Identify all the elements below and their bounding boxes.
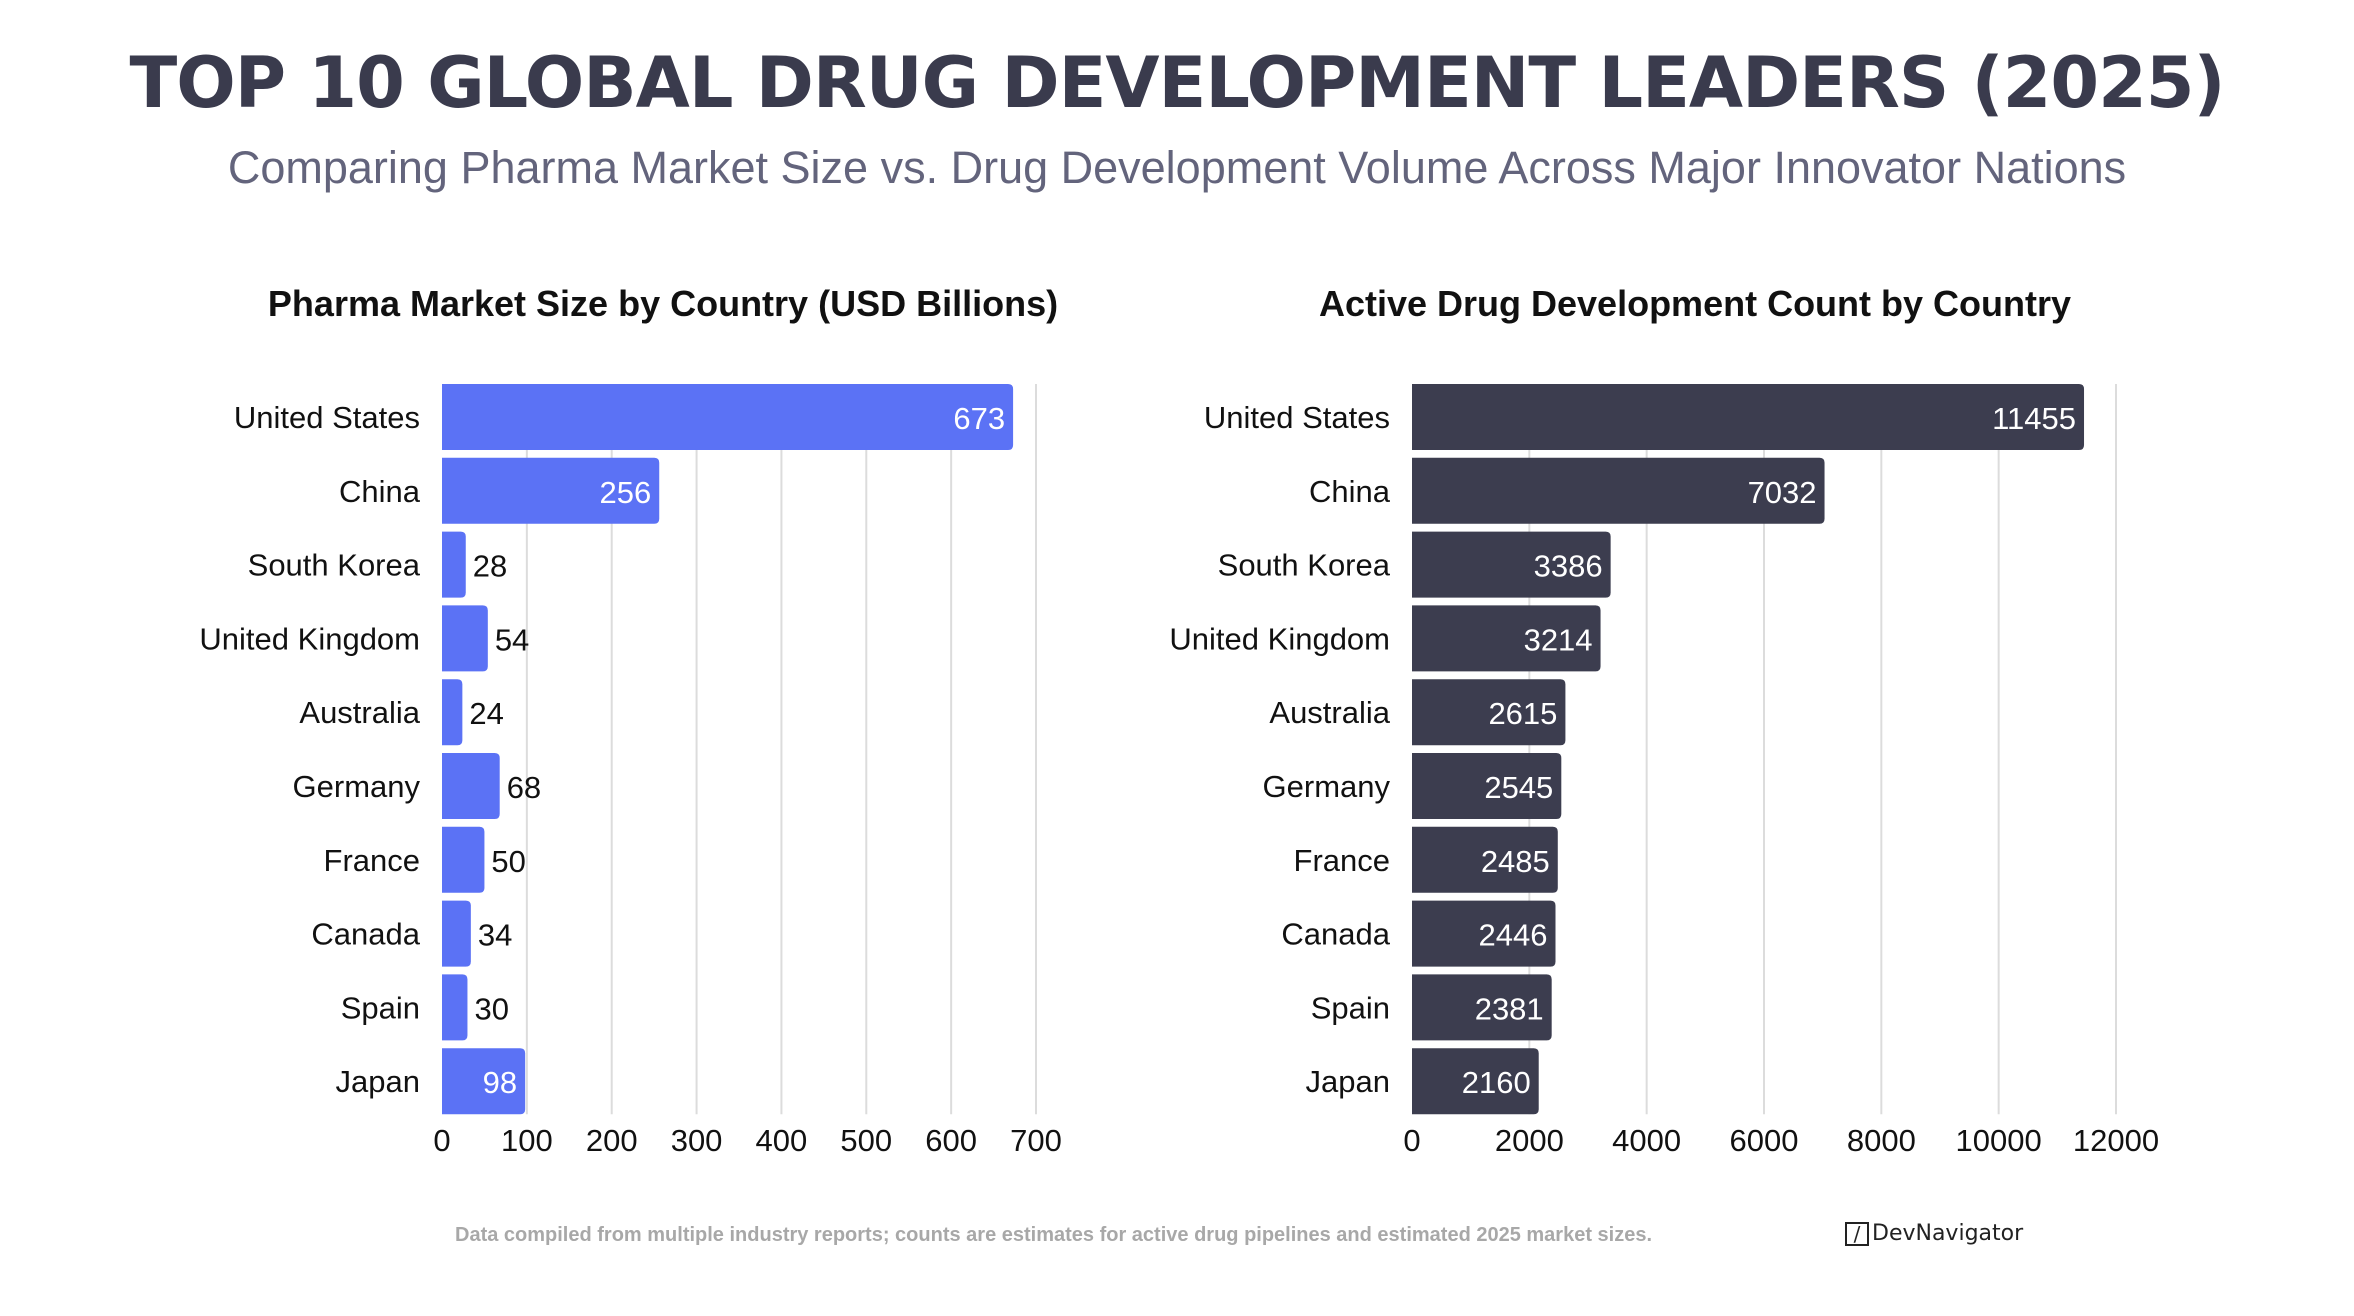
market-size-chart: 0 100 200 300 400 500 600 700 United States 673 Ch… [199, 384, 1062, 1158]
bar [1412, 605, 1601, 672]
data-label: 34 [478, 918, 512, 953]
bar [1412, 531, 1611, 598]
data-label: 3386 [1534, 549, 1603, 584]
bar [442, 605, 488, 672]
bar [442, 900, 471, 967]
bar [1412, 974, 1552, 1041]
category-label: United Kingdom [199, 621, 420, 656]
bar [442, 1048, 526, 1115]
bar [442, 384, 1014, 450]
bar [1412, 826, 1558, 893]
bar [1412, 900, 1556, 967]
category-label: Spain [1311, 990, 1390, 1025]
data-label: 11455 [1992, 401, 2076, 436]
category-label: United States [234, 400, 420, 435]
data-label: 98 [483, 1065, 517, 1100]
x-tick-label: 600 [925, 1123, 977, 1158]
x-tick-label: 100 [501, 1123, 553, 1158]
category-label: Australia [299, 695, 420, 730]
category-label: France [1294, 843, 1390, 878]
category-label: South Korea [1218, 548, 1391, 583]
data-label: 673 [953, 401, 1005, 436]
category-label: Spain [341, 990, 420, 1025]
page-subtitle: Comparing Pharma Market Size vs. Drug De… [227, 142, 2127, 193]
drug-dev-chart-title: Active Drug Development Count by Country [1318, 283, 2072, 324]
category-label: China [1309, 474, 1391, 509]
category-label: China [339, 474, 421, 509]
bar [442, 679, 463, 746]
x-tick-label: 10000 [1956, 1123, 2042, 1158]
footer-source-note: Data compiled from multiple industry rep… [455, 1224, 1653, 1246]
x-tick-label: 0 [1403, 1123, 1420, 1158]
data-label: 28 [473, 549, 507, 584]
data-label: 2485 [1481, 844, 1550, 879]
data-label: 68 [507, 770, 541, 805]
category-label: United States [1204, 400, 1390, 435]
category-label: Japan [1306, 1064, 1390, 1099]
x-tick-label: 8000 [1847, 1123, 1916, 1158]
category-label: Canada [311, 917, 420, 952]
data-label: 3214 [1524, 622, 1593, 657]
bar [442, 531, 466, 598]
category-label: Germany [293, 769, 421, 804]
category-label: Japan [336, 1064, 420, 1099]
category-label: Germany [1263, 769, 1391, 804]
bar [1412, 457, 1825, 524]
data-label: 2381 [1475, 991, 1544, 1026]
x-tick-label: 2000 [1495, 1123, 1564, 1158]
bar [442, 753, 500, 819]
bar [1412, 384, 2085, 450]
category-label: France [324, 843, 420, 878]
devnavigator-logo: / DevNavigator [1845, 1221, 2023, 1246]
x-tick-label: 700 [1010, 1123, 1062, 1158]
data-label: 54 [495, 622, 529, 657]
data-label: 7032 [1748, 475, 1817, 510]
x-tick-label: 0 [433, 1123, 450, 1158]
x-tick-label: 400 [756, 1123, 808, 1158]
data-label: 256 [599, 475, 651, 510]
bar [442, 826, 485, 893]
bar [442, 457, 660, 524]
x-tick-label: 500 [840, 1123, 892, 1158]
x-tick-label: 200 [586, 1123, 638, 1158]
category-label: United Kingdom [1169, 621, 1390, 656]
data-label: 2160 [1462, 1065, 1531, 1100]
x-tick-label: 12000 [2073, 1123, 2159, 1158]
data-label: 24 [469, 696, 503, 731]
x-tick-label: 6000 [1730, 1123, 1799, 1158]
x-tick-label: 4000 [1612, 1123, 1681, 1158]
bar [442, 974, 468, 1041]
bar [1412, 753, 1562, 819]
bar [1412, 679, 1566, 746]
category-label: South Korea [248, 548, 421, 583]
market-size-chart-title: Pharma Market Size by Country (USD Billi… [267, 283, 1059, 324]
logo-text: DevNavigator [1872, 1221, 2024, 1246]
page-title: TOP 10 GLOBAL DRUG DEVELOPMENT LEADERS (… [129, 42, 2226, 124]
category-label: Australia [1269, 695, 1390, 730]
data-label: 30 [474, 991, 508, 1026]
data-label: 2446 [1479, 918, 1548, 953]
logo-slash-icon: / [1845, 1221, 1869, 1246]
data-label: 50 [491, 844, 525, 879]
bar [1412, 1048, 1539, 1115]
x-tick-label: 300 [671, 1123, 723, 1158]
data-label: 2615 [1488, 696, 1557, 731]
category-label: Canada [1281, 917, 1390, 952]
data-label: 2545 [1484, 770, 1553, 805]
